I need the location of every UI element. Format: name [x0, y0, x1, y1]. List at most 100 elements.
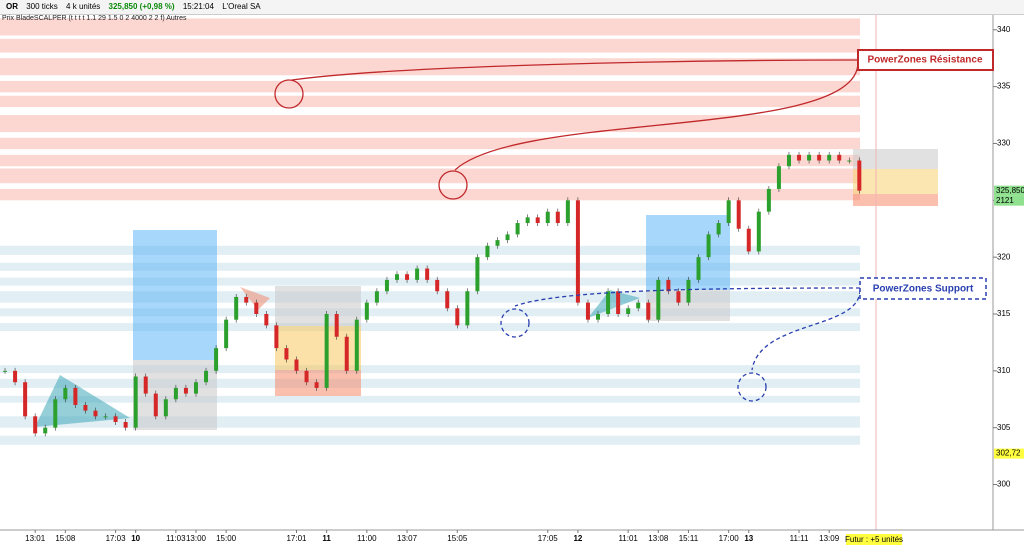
resistance-zone	[0, 18, 860, 36]
y-tick-label: 335	[997, 82, 1011, 91]
support-zone	[0, 323, 860, 332]
support-zone	[0, 308, 860, 317]
candle	[666, 279, 671, 292]
candle	[43, 427, 48, 434]
candle	[244, 296, 249, 303]
candle	[827, 154, 832, 161]
units[interactable]: 4 k unités	[66, 2, 101, 11]
support-zone	[0, 262, 860, 271]
candle	[214, 348, 219, 371]
candle	[766, 188, 771, 212]
support-zone	[0, 291, 860, 303]
candle	[163, 399, 168, 417]
x-tick-label: 11:01	[618, 534, 638, 543]
candle	[776, 166, 781, 189]
x-tick-label: 12	[573, 534, 582, 543]
resistance-zone	[0, 38, 860, 53]
candle	[294, 359, 299, 371]
candle	[123, 421, 128, 428]
support-zone	[0, 365, 860, 374]
x-tick-label: 13:00	[186, 534, 207, 543]
legend-other[interactable]: Autres	[166, 15, 187, 22]
annotation: PowerZones Support	[873, 284, 974, 295]
candle	[545, 211, 550, 224]
candle	[465, 291, 470, 326]
quote: 325,850 (+0,98 %)	[108, 2, 175, 11]
candle	[23, 382, 28, 417]
symbol[interactable]: OR	[6, 2, 18, 11]
candle	[575, 200, 580, 303]
x-tick-label: 13	[744, 534, 753, 543]
candle	[817, 154, 822, 161]
y-tick-label: 310	[997, 366, 1011, 375]
candle	[274, 325, 279, 349]
candle	[63, 387, 68, 400]
candle	[736, 200, 741, 229]
candle	[73, 387, 78, 405]
candle	[525, 217, 530, 224]
candle	[606, 291, 611, 314]
candle	[153, 393, 158, 417]
candle	[425, 268, 430, 280]
candle	[485, 245, 490, 258]
x-tick-label: 17:00	[719, 534, 740, 543]
legend-indicator[interactable]: BladeSCALPER (t t t t 1.1 29 1.5 0 2 400…	[16, 15, 165, 22]
future-label: Futur : +5 unités	[845, 535, 903, 544]
candle	[837, 154, 842, 161]
candle	[585, 302, 590, 320]
candle	[535, 217, 540, 224]
x-tick-label: 17:01	[286, 534, 307, 543]
candle	[756, 211, 761, 252]
candle	[83, 404, 88, 411]
x-tick-label: 17:05	[538, 534, 559, 543]
candle	[626, 308, 631, 314]
candle	[505, 234, 510, 241]
candle	[797, 154, 802, 161]
x-tick-label: 15:00	[216, 534, 237, 543]
resistance-zone	[0, 168, 860, 184]
x-tick-label: 13:09	[819, 534, 840, 543]
y-tick-label: 315	[997, 309, 1011, 318]
resistance-zone	[0, 137, 860, 150]
candle	[284, 348, 289, 360]
period[interactable]: 300 ticks	[26, 2, 58, 11]
candle	[183, 387, 188, 394]
volume-tag	[994, 195, 1024, 206]
candle	[143, 376, 148, 394]
price-tag-label: 325,850	[996, 186, 1024, 195]
candle	[3, 370, 8, 372]
legend-price[interactable]: Prix	[2, 15, 15, 22]
candle	[857, 160, 862, 191]
candle	[475, 257, 480, 292]
x-tick-label: 11:11	[790, 534, 809, 543]
candle	[224, 319, 229, 349]
candle	[786, 154, 791, 167]
resistance-zone	[0, 188, 860, 201]
x-tick-label: 15:11	[679, 534, 699, 543]
x-tick-label: 13:08	[648, 534, 669, 543]
annotation: PowerZones Résistance	[867, 55, 982, 66]
candle	[415, 268, 420, 280]
support-zone	[0, 245, 860, 255]
y-tick-label: 330	[997, 139, 1011, 148]
candle	[254, 302, 259, 314]
support-zone	[0, 435, 860, 445]
candle	[565, 200, 570, 224]
name: L'Oreal SA	[222, 2, 261, 11]
candle	[113, 416, 118, 422]
candle	[133, 376, 138, 428]
candle	[314, 382, 319, 388]
candle	[455, 308, 460, 326]
candle	[686, 279, 691, 303]
candle	[435, 279, 440, 292]
candle	[234, 296, 239, 320]
x-tick-label: 10	[131, 534, 140, 543]
resistance-zone	[0, 115, 860, 133]
candle	[746, 228, 751, 252]
candle	[374, 291, 379, 303]
price-tag	[994, 448, 1024, 459]
arrows	[274, 49, 994, 402]
candle	[445, 291, 450, 309]
